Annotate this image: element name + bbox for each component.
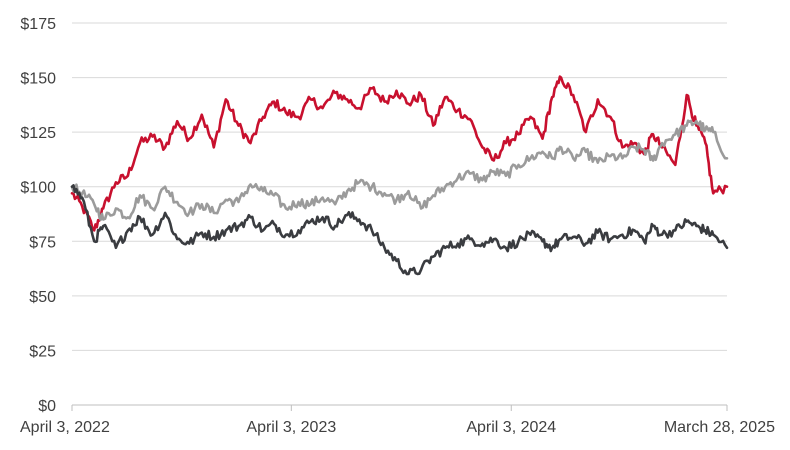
y-tick-label: $25 [29, 343, 56, 360]
x-tick-label: April 3, 2024 [466, 419, 556, 436]
x-tick-label: April 3, 2023 [246, 419, 336, 436]
y-tick-label: $0 [38, 398, 56, 415]
gridlines [72, 22, 727, 351]
x-tick-label: March 28, 2025 [664, 419, 775, 436]
y-axis-ticks: $0 $25 $50 $75 $100 $125 $150 $175 [20, 16, 56, 415]
series-line-1 [70, 75, 729, 232]
x-tick-label: April 3, 2022 [20, 419, 110, 436]
y-tick-label: $100 [20, 180, 56, 197]
series-line-2 [70, 119, 729, 221]
y-tick-label: $50 [29, 289, 56, 306]
y-tick-label: $175 [20, 16, 56, 33]
series-lines [70, 75, 729, 276]
y-tick-label: $150 [20, 71, 56, 88]
y-tick-label: $125 [20, 125, 56, 142]
series-line-3 [70, 184, 729, 276]
x-axis-ticks: April 3, 2022 April 3, 2023 April 3, 2024 M… [20, 405, 775, 436]
y-tick-label: $75 [29, 234, 56, 251]
